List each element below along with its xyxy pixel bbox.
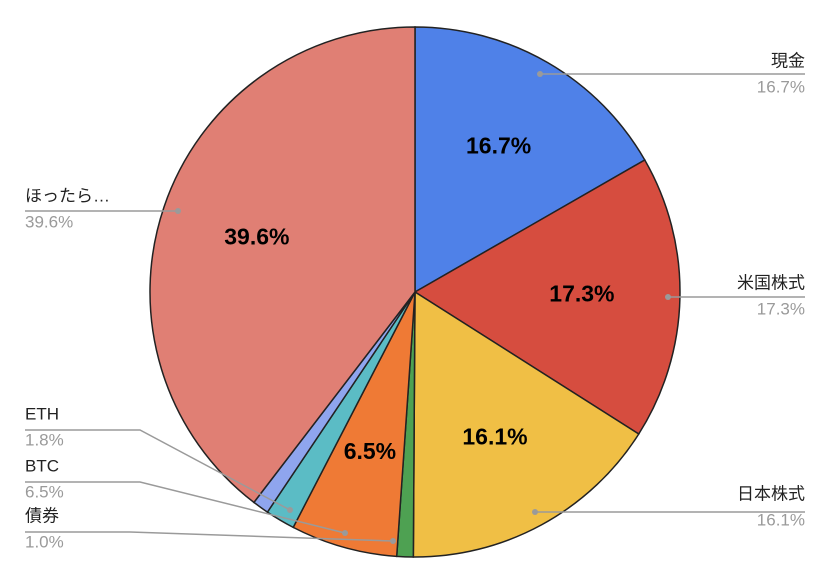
leader-line — [25, 531, 394, 542]
label-percent: 1.0% — [25, 532, 64, 551]
slice-label: 6.5% — [344, 438, 396, 464]
leader-dot — [390, 538, 396, 544]
leader-dot — [532, 509, 538, 515]
leader-line — [25, 481, 346, 534]
slice-label: 16.1% — [462, 424, 527, 450]
pie-slice — [414, 26, 646, 294]
leader-dot — [665, 294, 671, 300]
pie-slice — [413, 158, 681, 436]
label-percent: 39.6% — [25, 212, 73, 231]
pie-slice — [149, 26, 416, 504]
label-name: 米国株式 — [737, 273, 805, 292]
label-name: ETH — [25, 404, 59, 423]
slice-label: 17.3% — [549, 281, 614, 307]
pie-slice — [412, 290, 640, 558]
label-name: BTC — [25, 456, 59, 475]
leader-line — [25, 429, 291, 511]
label-name: 日本株式 — [737, 484, 805, 503]
label-name: ほったら… — [25, 186, 110, 205]
label-name: 現金 — [771, 51, 805, 70]
slice-label: 16.7% — [466, 133, 531, 159]
leader-dot — [287, 507, 293, 513]
label-percent: 6.5% — [25, 482, 64, 501]
label-percent: 16.7% — [757, 77, 805, 96]
leader-dot — [537, 71, 543, 77]
slice-label: 39.6% — [224, 223, 289, 249]
label-percent: 1.8% — [25, 430, 64, 449]
label-name: 債券 — [25, 506, 59, 525]
leader-dot — [175, 208, 181, 214]
label-percent: 16.1% — [757, 510, 805, 529]
leader-dot — [342, 530, 348, 536]
label-percent: 17.3% — [757, 299, 805, 318]
